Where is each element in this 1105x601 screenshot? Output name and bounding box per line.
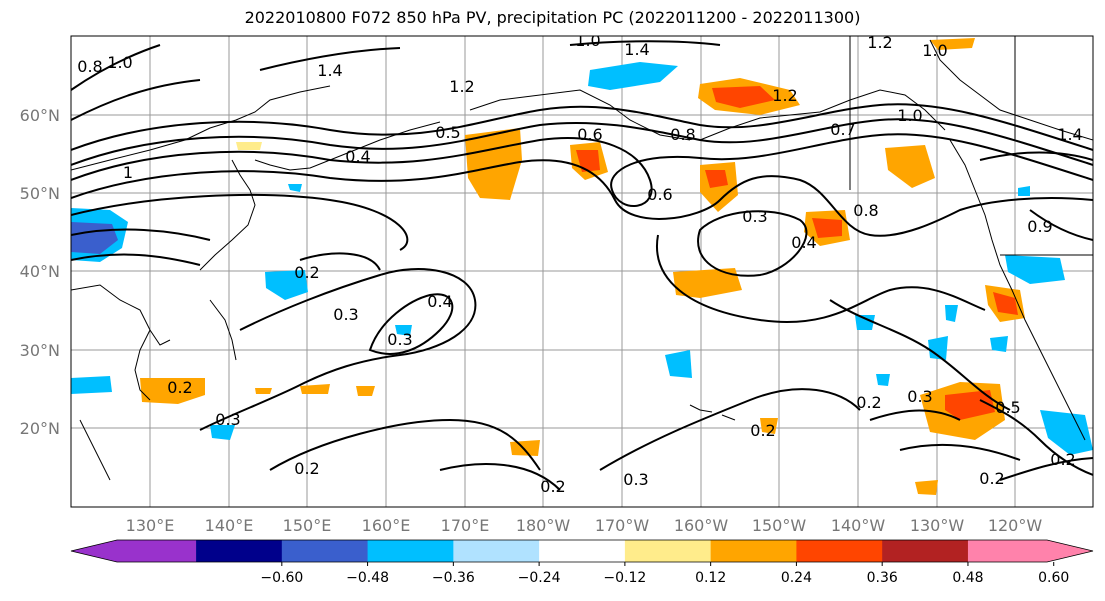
lat-label: 60°N xyxy=(20,106,60,125)
longitude-labels: 130°E 140°E 150°E 160°E 170°E 180°W 170°… xyxy=(126,516,1043,535)
colorbar-extend-max xyxy=(967,540,1093,562)
lon-label: 150°W xyxy=(752,516,807,535)
contour-label: 0.6 xyxy=(577,125,602,144)
contour-label-group: 0.8 1.0 1.4 1.0 1.4 1.2 0.5 0.4 1 0.6 0.8 1.2 1.0 0.7… xyxy=(77,31,1082,496)
lon-label: 150°E xyxy=(283,516,332,535)
contour-label: 1.0 xyxy=(107,53,132,72)
contour-label: 0.5 xyxy=(435,123,460,142)
contour-label: 0.3 xyxy=(215,410,240,429)
colorbar-segment xyxy=(710,540,797,562)
contour-label: 0.4 xyxy=(791,233,816,252)
contour-label: 1.0 xyxy=(922,41,947,60)
colorbar-segment xyxy=(796,540,883,562)
colorbar-extend-min xyxy=(71,540,197,562)
lon-label: 160°W xyxy=(674,516,729,535)
contour-label: 0.8 xyxy=(670,125,695,144)
lon-label: 140°E xyxy=(205,516,254,535)
contour-label: 0.3 xyxy=(623,470,648,489)
contour-label: 0.9 xyxy=(1027,217,1052,236)
colorbar-segment xyxy=(539,540,626,562)
contour-label: 0.2 xyxy=(294,459,319,478)
colorbar-segment xyxy=(281,540,369,562)
contour-label: 1.2 xyxy=(772,86,797,105)
contour-label: 0.2 xyxy=(856,393,881,412)
lat-label: 50°N xyxy=(20,184,60,203)
contour-label: 0.4 xyxy=(345,147,370,166)
coastlines xyxy=(71,36,1093,481)
colorbar-outline xyxy=(70,539,1094,563)
colorbar-tick-label: −0.24 xyxy=(518,570,561,586)
colorbar: −0.60 −0.48 −0.36 −0.24 −0.12 0.12 0.24 0.36 0.4… xyxy=(70,539,1094,586)
contour-label: 1.2 xyxy=(867,33,892,52)
lat-label: 20°N xyxy=(20,419,60,438)
contour-label: 1.4 xyxy=(317,61,342,80)
lat-label: 30°N xyxy=(20,341,60,360)
colorbar-segments xyxy=(70,539,1094,563)
colorbar-tick-label: 0.24 xyxy=(781,570,812,586)
colorbar-tick-label: −0.12 xyxy=(603,570,646,586)
lon-label: 170°W xyxy=(595,516,650,535)
lon-label: 140°W xyxy=(831,516,886,535)
lon-label: 120°W xyxy=(988,516,1043,535)
contour-label: 0.7 xyxy=(830,120,855,139)
contour-label: 0.6 xyxy=(647,185,672,204)
contour-label: 0.5 xyxy=(995,398,1020,417)
colorbar-tick-label: 0.12 xyxy=(695,570,726,586)
lon-label: 130°W xyxy=(910,516,965,535)
contour-label: 0.2 xyxy=(979,469,1004,488)
contour-label: 1 xyxy=(123,163,133,182)
lon-label: 130°E xyxy=(126,516,175,535)
contour-label: 0.3 xyxy=(742,207,767,226)
chart-title: 2022010800 F072 850 hPa PV, precipitatio… xyxy=(244,8,861,27)
contour-label: 0.3 xyxy=(907,387,932,406)
colorbar-tick-label: 0.60 xyxy=(1038,570,1069,586)
colorbar-segment xyxy=(196,540,283,562)
contour-label: 0.2 xyxy=(167,378,192,397)
pv-contours xyxy=(71,40,1093,491)
contour-label: 1.0 xyxy=(897,106,922,125)
map-border xyxy=(70,35,1094,508)
contour-label: 0.2 xyxy=(294,263,319,282)
contour-label: 0.3 xyxy=(387,330,412,349)
contour-label: 0.3 xyxy=(333,305,358,324)
lat-label: 40°N xyxy=(20,262,60,281)
contour-label: 0.2 xyxy=(540,477,565,496)
graticule xyxy=(71,36,1093,507)
colorbar-ticks: −0.60 −0.48 −0.36 −0.24 −0.12 0.12 0.24 0.36 0.4… xyxy=(260,562,1069,586)
contour-label: 0.8 xyxy=(853,201,878,220)
lon-label: 170°E xyxy=(441,516,490,535)
colorbar-segment xyxy=(367,540,454,562)
contour-label: 1.4 xyxy=(624,40,649,59)
colorbar-tick-label: 0.36 xyxy=(867,570,898,586)
contour-label: 1.4 xyxy=(1057,125,1082,144)
contour-label: 0.4 xyxy=(427,292,452,311)
contour-label: 0.2 xyxy=(750,421,775,440)
colorbar-segment xyxy=(453,540,540,562)
lon-label: 160°E xyxy=(362,516,411,535)
colorbar-tick-label: 0.48 xyxy=(952,570,983,586)
contour-label: 0.2 xyxy=(1050,450,1075,469)
contour-label: 1.2 xyxy=(449,77,474,96)
latitude-labels: 60°N 50°N 40°N 30°N 20°N xyxy=(20,106,60,438)
colorbar-segment xyxy=(882,540,969,562)
colorbar-segment xyxy=(624,540,712,562)
colorbar-tick-label: −0.36 xyxy=(432,570,475,586)
colorbar-tick-label: −0.60 xyxy=(260,570,303,586)
lon-label: 180°W xyxy=(516,516,571,535)
contour-label: 1.0 xyxy=(575,31,600,50)
colorbar-tick-label: −0.48 xyxy=(346,570,389,586)
contour-label: 0.8 xyxy=(77,57,102,76)
precipitation-shading xyxy=(71,38,1093,495)
